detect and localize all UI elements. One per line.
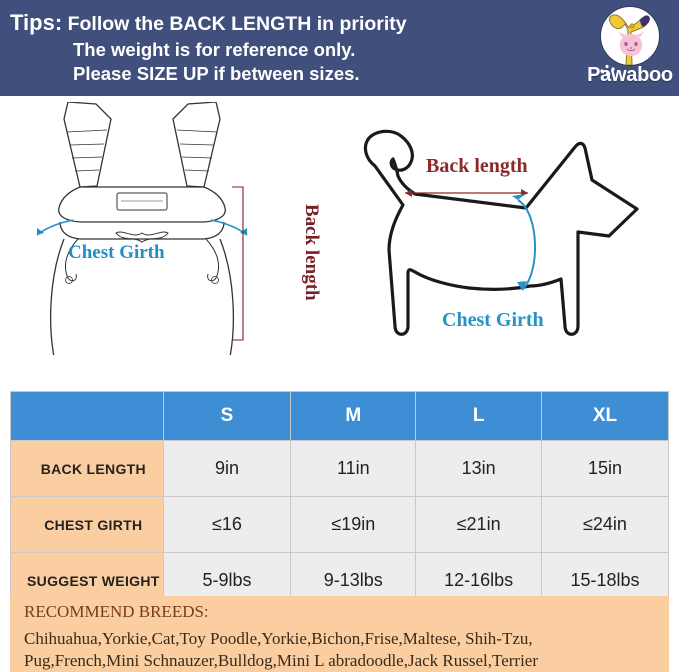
svg-text:Chest Girth: Chest Girth	[442, 309, 544, 331]
svg-text:Back length: Back length	[426, 155, 528, 177]
